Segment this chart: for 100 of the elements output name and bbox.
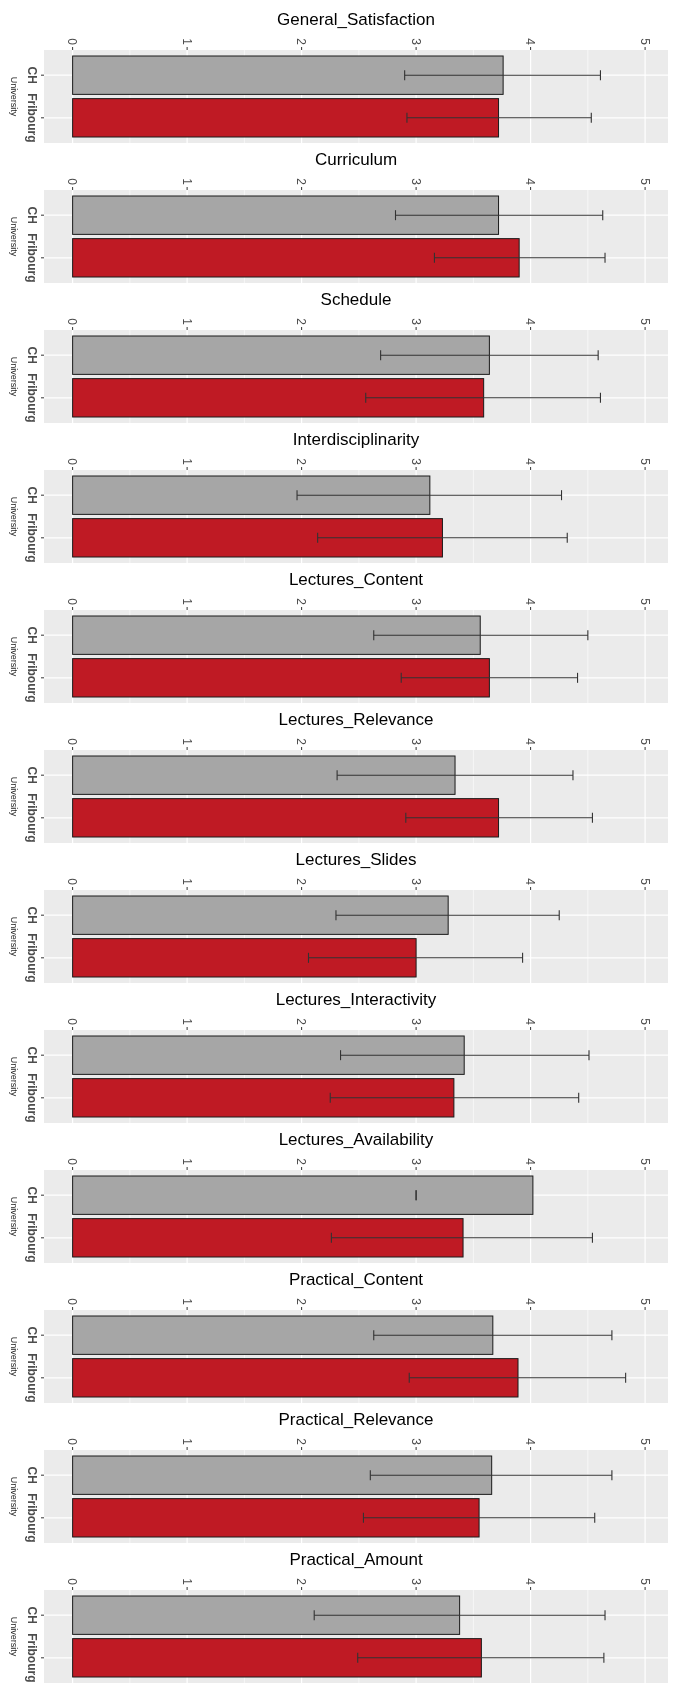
y-tick-label: Fribourg [24,233,39,283]
y-axis-title: University [8,1056,19,1097]
x-tick-label: 2 [294,598,309,606]
y-axis-title: University [8,496,19,537]
x-tick-label: 4 [523,1298,538,1306]
y-tick-label: CH [24,1606,39,1624]
y-axis-title: University [8,636,19,677]
x-tick-label: 3 [408,178,423,186]
x-tick-label: 1 [179,598,194,606]
x-tick-label: 2 [294,878,309,886]
x-tick-label: 4 [523,1158,538,1166]
x-tick-label: 1 [179,1158,194,1166]
x-tick-label: 4 [523,598,538,606]
x-tick-label: 0 [65,1018,80,1026]
x-tick-label: 1 [179,1438,194,1446]
chart-title: Lectures_Content [288,570,424,589]
x-tick-label: 4 [523,738,538,746]
x-tick-label: 1 [179,318,194,326]
x-tick-label: 1 [179,1018,194,1026]
x-tick-label: 5 [637,38,652,46]
x-tick-label: 0 [65,1158,80,1166]
x-tick-label: 3 [408,1438,423,1446]
x-tick-label: 0 [65,318,80,326]
x-tick-label: 5 [637,1578,652,1586]
chart-title: Practical_Amount [289,1550,423,1569]
y-tick-label: CH [24,346,39,364]
y-tick-label: Fribourg [24,1213,39,1263]
chart-title: Curriculum [314,150,398,169]
y-axis-title: University [8,76,19,117]
chart-title: General_Satisfaction [277,10,435,29]
y-tick-label: Fribourg [24,1493,39,1543]
x-tick-label: 5 [637,878,652,886]
x-tick-label: 5 [637,1018,652,1026]
y-axis-title: University [8,776,19,817]
y-tick-label: Fribourg [24,373,39,423]
y-tick-label: Fribourg [24,933,39,983]
x-tick-label: 0 [65,738,80,746]
x-tick-label: 0 [65,1438,80,1446]
x-tick-label: 3 [408,458,423,466]
y-tick-label: CH [24,486,39,504]
y-tick-label: Fribourg [24,653,39,703]
y-axis-title: University [8,1196,19,1237]
chart-title: Lectures_Availability [278,1130,434,1149]
x-tick-label: 5 [637,458,652,466]
y-tick-label: CH [24,1186,39,1204]
x-tick-label: 3 [408,1018,423,1026]
x-tick-label: 5 [637,598,652,606]
x-tick-label: 1 [179,738,194,746]
y-tick-label: CH [24,1466,39,1484]
y-tick-label: CH [24,766,39,784]
x-tick-label: 3 [408,878,423,886]
y-tick-label: Fribourg [24,1353,39,1403]
x-tick-label: 5 [637,178,652,186]
chart-title: Interdisciplinarity [292,430,420,449]
x-tick-label: 3 [408,738,423,746]
x-tick-label: 0 [65,878,80,886]
x-tick-label: 5 [637,738,652,746]
x-tick-label: 1 [179,178,194,186]
y-tick-label: CH [24,206,39,224]
x-tick-label: 2 [294,738,309,746]
chart-title: Practical_Relevance [278,1410,434,1429]
x-tick-label: 0 [65,1578,80,1586]
x-tick-label: 2 [294,1018,309,1026]
y-tick-label: Fribourg [24,93,39,143]
x-tick-label: 4 [523,178,538,186]
x-tick-label: 4 [523,458,538,466]
x-tick-label: 3 [408,1158,423,1166]
y-tick-label: Fribourg [24,793,39,843]
x-tick-label: 3 [408,38,423,46]
y-axis-title: University [8,1476,19,1517]
x-tick-label: 0 [65,598,80,606]
y-axis-title: University [8,1336,19,1377]
chart-title: Lectures_Slides [295,850,417,869]
x-tick-label: 1 [179,38,194,46]
x-tick-label: 2 [294,1438,309,1446]
x-tick-label: 0 [65,178,80,186]
chart-title: Lectures_Relevance [278,710,434,729]
y-tick-label: CH [24,66,39,84]
y-axis-title: University [8,216,19,257]
y-tick-label: CH [24,626,39,644]
x-tick-label: 4 [523,1018,538,1026]
x-tick-label: 1 [179,878,194,886]
x-tick-label: 4 [523,1578,538,1586]
x-tick-label: 4 [523,38,538,46]
x-tick-label: 4 [523,878,538,886]
y-tick-label: CH [24,1326,39,1344]
chart-title: Schedule [320,290,392,309]
x-tick-label: 2 [294,1298,309,1306]
x-tick-label: 2 [294,38,309,46]
x-tick-label: 1 [179,458,194,466]
x-tick-label: 1 [179,1578,194,1586]
y-axis-title: University [8,1616,19,1657]
x-tick-label: 0 [65,458,80,466]
y-axis-title: University [8,916,19,957]
chart-title: Practical_Content [288,1270,424,1289]
x-tick-label: 4 [523,318,538,326]
x-tick-label: 0 [65,38,80,46]
chart-title: Lectures_Interactivity [275,990,437,1009]
x-tick-label: 1 [179,1298,194,1306]
y-axis-title: University [8,356,19,397]
